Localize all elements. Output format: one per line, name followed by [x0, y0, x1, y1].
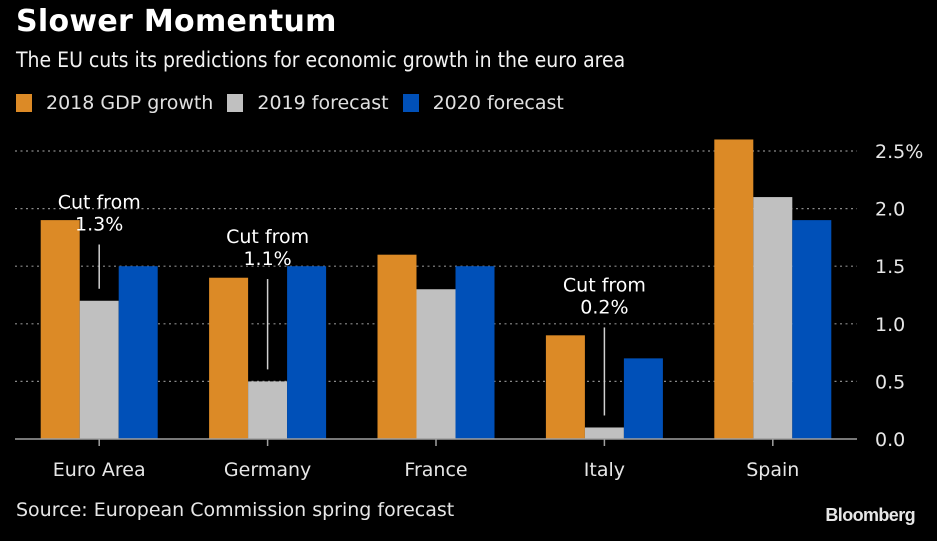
legend-swatch-2018: [16, 94, 32, 112]
y-tick-label: 2.0: [875, 199, 905, 221]
annotation-text: Cut from: [58, 191, 141, 213]
annotation-value: 1.3%: [75, 213, 123, 235]
bar-spain-2018: [714, 139, 754, 440]
y-tick-label: 1.5: [875, 256, 905, 278]
legend-swatch-2019: [227, 94, 244, 112]
bar-spain-2019: [753, 197, 793, 439]
bar-euro-area-2018: [40, 220, 80, 439]
chart-title: Slower Momentum: [16, 4, 337, 39]
bar-euro-area-2020: [118, 266, 158, 439]
bar-france-2019: [416, 289, 456, 439]
bars: [40, 139, 832, 440]
annotation-value: 0.2%: [580, 296, 628, 318]
bar-spain-2020: [792, 220, 832, 439]
bar-germany-2019: [248, 381, 288, 439]
bar-italy-2019: [584, 427, 624, 439]
x-tick-label: France: [404, 459, 467, 481]
legend-item-2020: 2020 forecast: [402, 92, 564, 114]
x-tick-label: Spain: [746, 459, 799, 481]
bar-euro-area-2019: [79, 300, 119, 439]
annotation-text: Cut from: [563, 274, 646, 296]
legend-swatch-2020: [402, 94, 419, 112]
bar-france-2020: [455, 266, 495, 439]
x-tick-label: Euro Area: [53, 459, 146, 481]
axes: 0.0 0.5 1.0 1.5 2.0 2.5% Euro Area Germany Franc…: [15, 141, 923, 481]
chart-subtitle: The EU cuts its predictions for economic…: [16, 48, 626, 72]
y-tick-label: 0.0: [875, 429, 905, 451]
legend-item-2019: 2019 forecast: [227, 92, 389, 114]
annotation-value: 1.1%: [243, 248, 291, 270]
legend-label-2019: 2019 forecast: [257, 92, 389, 114]
legend-item-2018: 2018 GDP growth: [16, 92, 213, 114]
x-tick-label: Italy: [584, 459, 625, 481]
y-tick-label: 2.5%: [875, 141, 923, 163]
bar-germany-2018: [209, 277, 249, 439]
bar-italy-2020: [623, 358, 663, 439]
source-note: Source: European Commission spring forec…: [16, 499, 455, 521]
x-tick-label: Germany: [224, 459, 311, 481]
legend-label-2018: 2018 GDP growth: [46, 92, 214, 114]
annotation-text: Cut from: [226, 226, 309, 248]
legend: 2018 GDP growth 2019 forecast 2020 forec…: [16, 92, 578, 114]
bloomberg-logo: Bloomberg: [825, 505, 915, 525]
y-tick-label: 1.0: [875, 314, 905, 336]
y-tick-label: 0.5: [875, 371, 905, 393]
bar-italy-2018: [545, 335, 585, 439]
legend-label-2020: 2020 forecast: [432, 92, 564, 114]
bar-germany-2020: [287, 266, 327, 439]
bar-france-2018: [377, 254, 417, 439]
